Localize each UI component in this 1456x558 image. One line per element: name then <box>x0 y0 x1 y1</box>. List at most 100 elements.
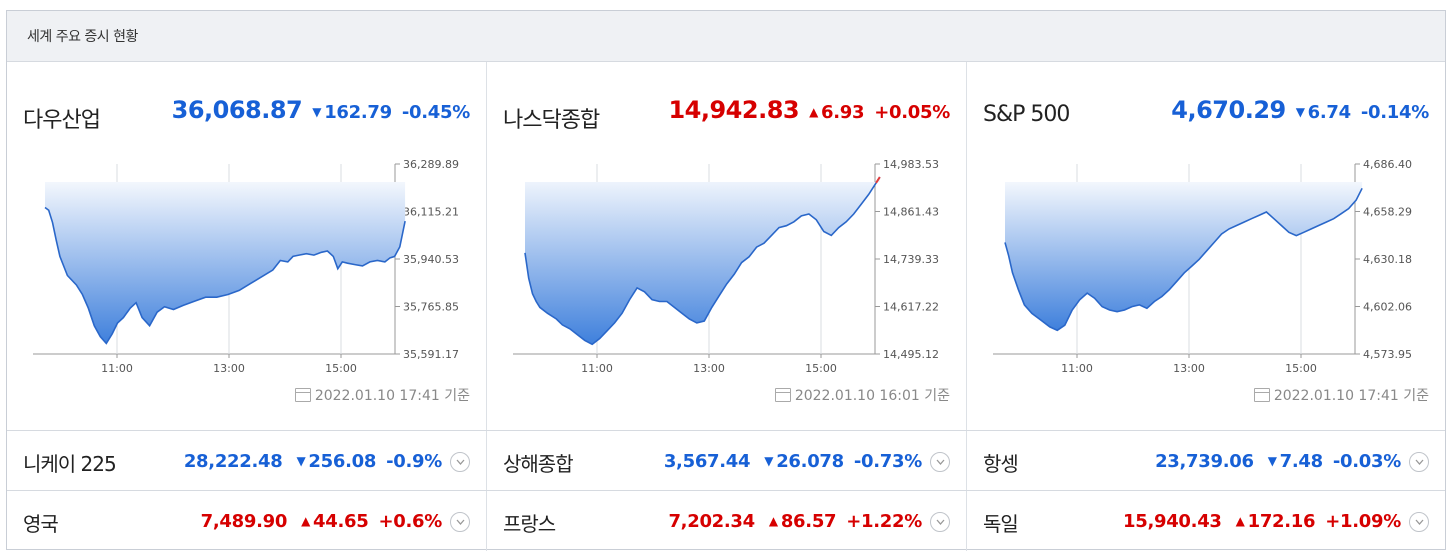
x-tick-label: 15:00 <box>805 362 837 375</box>
change-value: 26.078 <box>776 451 844 472</box>
expand-button[interactable] <box>930 452 950 472</box>
index-percent: -0.45% <box>401 102 470 123</box>
y-tick-label: 14,739.33 <box>883 253 939 266</box>
y-tick-label: 14,617.22 <box>883 301 939 314</box>
index-name: 영국 <box>23 512 59 536</box>
intraday-chart: 11:00 13:00 15:00 36,289.89 36,115.21 35,940.… <box>33 158 459 375</box>
y-tick-label: 4,686.40 <box>1363 158 1412 171</box>
index-quote: 15,940.43 ▲ 172.16 +1.09% <box>1123 511 1401 532</box>
x-tick-label: 13:00 <box>693 362 725 375</box>
index-cell-nikkei[interactable]: 니케이 225 28,222.48 ▼ 256.08 -0.9% <box>7 431 487 491</box>
index-value: 7,489.90 <box>200 511 288 532</box>
index-percent: -0.03% <box>1332 451 1401 472</box>
index-cell-hangseng[interactable]: 항셍 23,739.06 ▼ 7.48 -0.03% <box>967 431 1445 491</box>
index-percent: +0.6% <box>378 511 442 532</box>
index-name: 항셍 <box>983 452 1019 476</box>
chevron-down-icon <box>936 519 945 525</box>
timestamp: 2022.01.10 17:41 기준 <box>294 385 470 405</box>
index-quote: 4,670.29 ▼ 6.74 -0.14% <box>1171 96 1429 124</box>
index-row-asia: 니케이 225 28,222.48 ▼ 256.08 -0.9% 상해종합 3,56… <box>7 430 1445 491</box>
timestamp-text: 2022.01.10 17:41 기준 <box>314 388 470 404</box>
expand-button[interactable] <box>450 452 470 472</box>
index-change: ▲ 86.57 <box>768 511 837 532</box>
chevron-down-icon <box>456 459 465 465</box>
direction-arrow-icon: ▲ <box>809 105 819 119</box>
index-value: 36,068.87 <box>171 96 303 124</box>
direction-arrow-icon: ▲ <box>301 514 311 528</box>
timestamp: 2022.01.10 17:41 기준 <box>1253 385 1429 405</box>
direction-arrow-icon: ▲ <box>768 514 778 528</box>
index-percent: +1.22% <box>846 511 922 532</box>
chevron-down-icon <box>1415 459 1424 465</box>
direction-arrow-icon: ▲ <box>1235 514 1245 528</box>
expand-button[interactable] <box>450 512 470 532</box>
index-panel-dow[interactable]: 다우산업 36,068.87 ▼ 162.79 -0.45% 11:00 13:00… <box>7 62 487 430</box>
series-area <box>1005 182 1363 331</box>
change-value: 256.08 <box>308 451 377 472</box>
index-row-europe: 영국 7,489.90 ▲ 44.65 +0.6% 프랑스 7,202.34 ▲ 86… <box>7 490 1445 551</box>
index-quote: 7,489.90 ▲ 44.65 +0.6% <box>200 511 443 532</box>
index-value: 15,940.43 <box>1123 511 1222 532</box>
series-line <box>524 176 881 346</box>
change-value: 162.79 <box>324 102 392 123</box>
expand-button[interactable] <box>1409 452 1429 472</box>
series-line <box>44 206 406 345</box>
y-tick-label: 14,495.12 <box>883 348 939 361</box>
x-tick-label: 15:00 <box>1285 362 1317 375</box>
index-name: S&P 500 <box>983 102 1070 127</box>
expand-button[interactable] <box>1409 512 1429 532</box>
index-panel-nasdaq[interactable]: 나스닥종합 14,942.83 ▲ 6.93 +0.05% 11:00 13:00 1… <box>487 62 967 430</box>
direction-arrow-icon: ▼ <box>1295 105 1305 119</box>
index-value: 28,222.48 <box>183 451 283 472</box>
series-area <box>525 177 880 345</box>
index-name: 프랑스 <box>503 512 556 536</box>
intraday-chart: 11:00 13:00 15:00 14,983.53 14,861.43 14,739.… <box>513 158 939 375</box>
change-value: 6.93 <box>821 102 865 123</box>
y-tick-label: 36,115.21 <box>403 206 459 219</box>
index-percent: -0.9% <box>386 451 442 472</box>
change-value: 44.65 <box>313 511 369 532</box>
world-indices-widget: 세계 주요 증시 현황 다우산업 36,068.87 ▼ 162.79 -0.45… <box>6 10 1446 551</box>
index-percent: -0.73% <box>853 451 922 472</box>
index-name: 니케이 225 <box>23 452 117 476</box>
index-change: ▼ 6.74 <box>1296 102 1351 123</box>
index-cell-shanghai[interactable]: 상해종합 3,567.44 ▼ 26.078 -0.73% <box>487 431 967 491</box>
index-change: ▼ 162.79 <box>312 102 392 123</box>
index-change: ▲ 6.93 <box>809 102 864 123</box>
y-tick-label: 36,289.89 <box>403 158 459 171</box>
expand-button[interactable] <box>930 512 950 532</box>
index-cell-germany[interactable]: 독일 15,940.43 ▲ 172.16 +1.09% <box>967 491 1445 551</box>
index-cell-uk[interactable]: 영국 7,489.90 ▲ 44.65 +0.6% <box>7 491 487 551</box>
index-quote: 14,942.83 ▲ 6.93 +0.05% <box>668 96 950 124</box>
direction-arrow-icon: ▼ <box>312 105 322 119</box>
y-tick-label: 14,861.43 <box>883 206 939 219</box>
direction-arrow-icon: ▼ <box>764 454 774 468</box>
index-name: 독일 <box>983 512 1019 536</box>
timestamp-text: 2022.01.10 16:01 기준 <box>794 388 950 404</box>
index-percent: +1.09% <box>1325 511 1401 532</box>
index-quote: 3,567.44 ▼ 26.078 -0.73% <box>664 451 922 472</box>
index-percent: +0.05% <box>874 102 950 123</box>
y-tick-label: 35,765.85 <box>403 301 459 314</box>
x-tick-label: 13:00 <box>1173 362 1205 375</box>
y-tick-label: 35,940.53 <box>403 253 459 266</box>
index-percent: -0.14% <box>1360 102 1429 123</box>
timestamp: 2022.01.10 16:01 기준 <box>774 385 950 405</box>
x-tick-label: 15:00 <box>325 362 357 375</box>
chevron-down-icon <box>936 459 945 465</box>
index-name: 다우산업 <box>23 108 101 133</box>
index-change: ▲ 172.16 <box>1236 511 1316 532</box>
index-cell-france[interactable]: 프랑스 7,202.34 ▲ 86.57 +1.22% <box>487 491 967 551</box>
change-value: 172.16 <box>1247 511 1316 532</box>
index-value: 23,739.06 <box>1155 451 1254 472</box>
intraday-chart: 11:00 13:00 15:00 4,686.40 4,658.29 4,630.18 4… <box>993 158 1412 375</box>
x-tick-label: 13:00 <box>213 362 245 375</box>
timestamp-text: 2022.01.10 17:41 기준 <box>1273 388 1429 404</box>
x-tick-label: 11:00 <box>581 362 613 375</box>
series-last-segment <box>875 176 881 184</box>
x-tick-label: 11:00 <box>1061 362 1093 375</box>
index-value: 7,202.34 <box>668 511 755 532</box>
change-value: 7.48 <box>1279 451 1324 472</box>
index-value: 3,567.44 <box>663 451 751 472</box>
index-panel-sp500[interactable]: S&P 500 4,670.29 ▼ 6.74 -0.14% 11:00 13:00… <box>967 62 1445 430</box>
